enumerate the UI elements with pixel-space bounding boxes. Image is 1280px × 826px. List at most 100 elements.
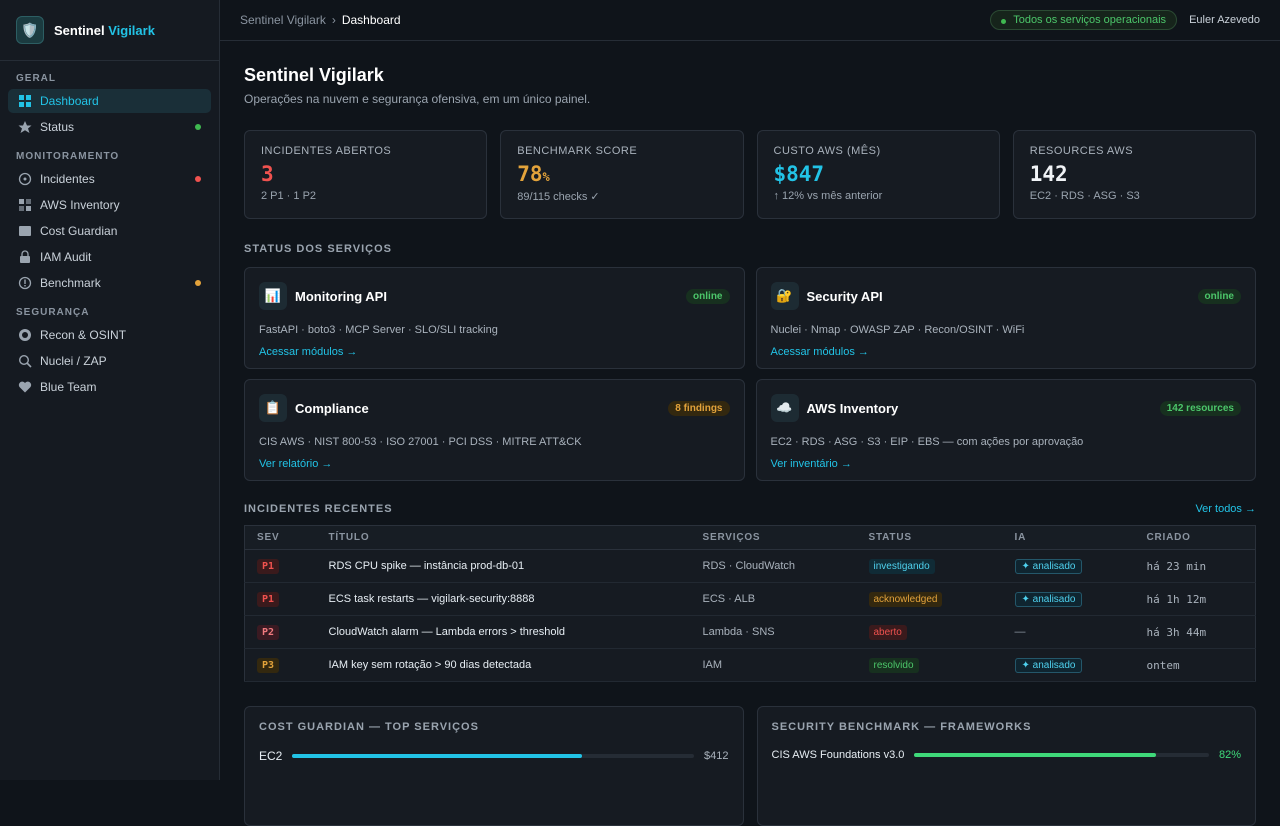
kpi-value: 78%: [517, 162, 726, 186]
service-desc: Nuclei · Nmap · OWASP ZAP · Recon/OSINT …: [770, 324, 1025, 336]
user-name[interactable]: Euler Azevedo: [1189, 14, 1260, 26]
view-all-link[interactable]: Ver todos →: [1195, 503, 1256, 515]
severity-badge: P1: [257, 559, 280, 574]
ai-status: ✦ analisado: [1014, 559, 1083, 574]
service-link[interactable]: Acessar módulos →: [770, 346, 869, 358]
nav-item[interactable]: Blue Team: [8, 375, 211, 399]
incidents-header: INCIDENTES RECENTES Ver todos →: [244, 503, 1256, 515]
kpi-row: INCIDENTES ABERTOS 3 2 P1 · 1 P2 BENCHMARK …: [244, 130, 1256, 219]
incident-row[interactable]: P1 ECS task restarts — vigilark-security:…: [244, 582, 1256, 616]
service-link[interactable]: Ver inventário →: [770, 458, 852, 470]
kpi-card: CUSTO AWS (MÊS) $847 ↑ 12% vs mês anterior: [756, 130, 1000, 219]
ai-status: ✦ analisado: [1014, 592, 1083, 607]
incident-row[interactable]: P2 CloudWatch alarm — Lambda errors > thr…: [244, 615, 1256, 649]
nav-icon: [18, 276, 32, 290]
kpi-label: INCIDENTES ABERTOS: [261, 145, 392, 157]
incident-row[interactable]: P1 RDS CPU spike — instância prod-db-01 RD…: [244, 549, 1256, 583]
service-badge: 142 resources: [1159, 400, 1241, 416]
column-header: STATUS: [856, 525, 1003, 550]
nav-item[interactable]: Cost Guardian: [8, 219, 211, 243]
cell: acknowledged: [856, 582, 1003, 616]
kpi-sub: 2 P1 · 1 P2: [261, 190, 317, 202]
framework-name: CIS AWS Foundations v3.0: [771, 749, 905, 761]
incident-title: CloudWatch alarm — Lambda errors > thres…: [316, 615, 691, 649]
nav-item[interactable]: IAM Audit: [8, 245, 211, 269]
nav-label: Cost Guardian: [40, 224, 118, 238]
status-dot: [195, 124, 201, 130]
status-badge: acknowledged: [868, 592, 943, 607]
service-icon: ☁️: [770, 394, 799, 422]
service-link[interactable]: Acessar módulos →: [259, 346, 358, 358]
brand-name-accent: Vigilark: [108, 22, 155, 38]
nav-item[interactable]: Benchmark: [8, 271, 211, 295]
panel-title: SECURITY BENCHMARK — FRAMEWORKS: [771, 721, 1032, 733]
service-icon: 📋: [259, 394, 287, 422]
cell: investigando: [856, 549, 1003, 583]
section-title: INCIDENTES RECENTES: [244, 503, 393, 515]
cell: ✦ analisado: [1002, 549, 1135, 583]
cell: aberto: [856, 615, 1003, 649]
kpi-number: 78: [517, 162, 543, 186]
service-desc: EC2 · RDS · ASG · S3 · EIP · EBS — com a…: [770, 436, 1084, 448]
kpi-label: RESOURCES AWS: [1029, 145, 1134, 157]
main: Sentinel Vigilark Operações na nuvem e se…: [244, 41, 1256, 826]
nav-icon: [18, 381, 32, 393]
nav-item[interactable]: Incidentes: [8, 167, 211, 191]
cell: P2: [244, 615, 317, 649]
incident-row[interactable]: P3 IAM key sem rotação > 90 dias detectad…: [244, 648, 1256, 682]
severity-badge: P1: [257, 592, 280, 607]
kpi-number: 142: [1029, 162, 1068, 186]
nav-item[interactable]: Status: [8, 115, 211, 139]
incident-title: ECS task restarts — vigilark-security:88…: [316, 582, 691, 616]
cell: ✦ analisado: [1002, 648, 1135, 682]
cell: ✦ analisado: [1002, 582, 1135, 616]
service-badge: 8 findings: [668, 400, 730, 416]
nav-item[interactable]: Dashboard: [8, 89, 211, 113]
benchmark-score: 82%: [1218, 749, 1241, 761]
cell: —: [1002, 615, 1135, 649]
nav-section-title: MONITORAMENTO: [16, 151, 120, 162]
status-badge: resolvido: [868, 658, 919, 673]
service-header: 📋 Compliance 8 findings: [259, 394, 730, 422]
nav-label: Dashboard: [40, 94, 99, 108]
incident-title: RDS CPU spike — instância prod-db-01: [316, 549, 691, 583]
nav-icon: [20, 250, 30, 263]
kpi-card: BENCHMARK SCORE 78% 89/115 checks ✓: [500, 130, 744, 219]
nav-label: AWS Inventory: [40, 198, 120, 212]
nav-icon: [19, 95, 31, 107]
kpi-sub: EC2 · RDS · ASG · S3: [1029, 190, 1140, 202]
kpi-sub: ↑ 12% vs mês anterior: [773, 190, 883, 202]
nav-item[interactable]: Nuclei / ZAP: [8, 349, 211, 373]
service-link[interactable]: Ver relatório →: [259, 458, 333, 470]
service-card: 📊 Monitoring API online FastAPI · boto3 · M…: [244, 267, 745, 369]
brand: 🛡️ Sentinel Vigilark: [0, 0, 219, 61]
table-header: SEV TÍTULO SERVIÇOS STATUS IA CRIADO: [244, 525, 1256, 550]
incident-services: ECS · ALB: [690, 582, 857, 616]
nav-item[interactable]: AWS Inventory: [8, 193, 211, 217]
benchmark-panel: SECURITY BENCHMARK — FRAMEWORKS CIS AWS F…: [756, 706, 1256, 826]
topbar: Sentinel Vigilark › Dashboard Todos os serv…: [220, 0, 1280, 41]
service-header: ☁️ AWS Inventory 142 resources: [770, 394, 1241, 422]
status-badge: aberto: [868, 625, 907, 640]
nav-label: Blue Team: [40, 380, 97, 394]
service-badge: online: [1197, 288, 1241, 304]
incidents-table: SEV TÍTULO SERVIÇOS STATUS IA CRIADO P1 RDS CPU…: [244, 525, 1256, 682]
service-icon: 📊: [259, 282, 287, 310]
kpi-sub: 89/115 checks ✓: [517, 191, 600, 203]
ai-status: ✦ analisado: [1014, 658, 1083, 673]
service-desc: CIS AWS · NIST 800-53 · ISO 27001 · PCI …: [259, 436, 582, 448]
service-desc: FastAPI · boto3 · MCP Server · SLO/SLI t…: [259, 324, 498, 336]
page-subtitle: Operações na nuvem e segurança ofensiva,…: [244, 92, 591, 106]
cell: P1: [244, 582, 317, 616]
column-header: TÍTULO: [316, 525, 691, 550]
breadcrumb-item[interactable]: Sentinel Vigilark: [240, 13, 326, 27]
breadcrumb-separator: ›: [331, 13, 336, 27]
system-status: Todos os serviços operacionais: [990, 10, 1178, 30]
nav-icon: [18, 354, 32, 368]
column-header: IA: [1002, 525, 1135, 550]
service-card: 🔐 Security API online Nuclei · Nmap · OWASP…: [755, 267, 1256, 369]
nav-section-title: SEGURANÇA: [16, 307, 90, 318]
incident-created: há 1h 12m: [1134, 582, 1256, 616]
nav-item[interactable]: Recon & OSINT: [8, 323, 211, 347]
